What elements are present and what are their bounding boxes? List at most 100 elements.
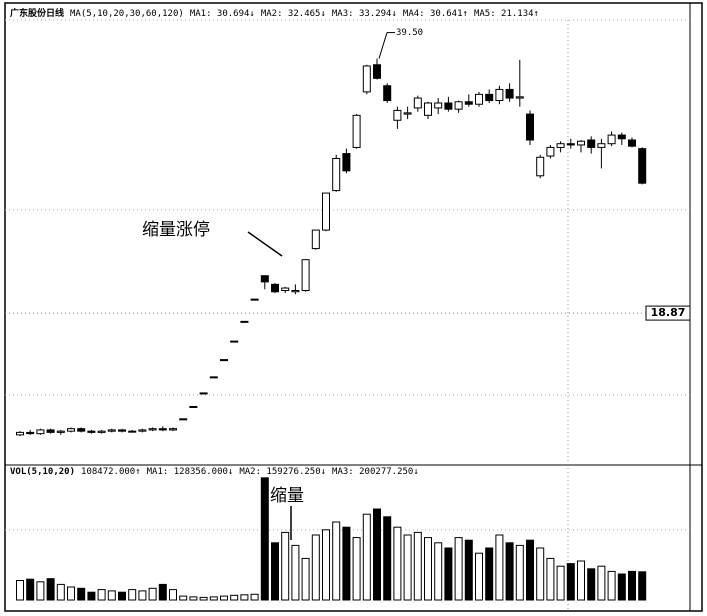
volume-bar <box>179 595 188 601</box>
candle-body <box>118 429 126 432</box>
volume-bar <box>566 563 575 601</box>
volume-bar <box>628 570 636 601</box>
candle-body <box>577 140 585 146</box>
volume-bar <box>403 534 412 601</box>
header-indicator: MA1: 128356.000↓ <box>147 467 234 477</box>
candle-body <box>301 259 310 292</box>
candle-body <box>240 320 249 323</box>
candle-body <box>281 287 290 292</box>
header-title: VOL(5,10,20) <box>10 467 75 477</box>
candle-body <box>169 428 177 431</box>
header-indicator: MA2: 32.465↓ <box>261 9 326 19</box>
volume-bar <box>281 531 290 601</box>
candle-body <box>220 359 228 362</box>
volume-bar <box>118 591 126 601</box>
volume-bar <box>209 596 218 601</box>
candle-body <box>230 340 239 343</box>
header-indicator: MA3: 200277.250↓ <box>332 467 419 477</box>
candle-body <box>536 156 545 177</box>
candle-body <box>209 376 218 379</box>
volume-bar <box>413 531 422 601</box>
volume-bar <box>362 513 371 601</box>
candle-body <box>311 229 320 250</box>
candle-body <box>342 153 351 172</box>
volume-bar <box>67 586 75 601</box>
candle-body <box>128 430 137 433</box>
header-indicator: MA1: 30.694↓ <box>190 9 255 19</box>
candle-body <box>454 101 463 110</box>
volume-bar <box>271 542 279 601</box>
annotation-pointer <box>247 231 283 257</box>
candle-body <box>362 65 371 93</box>
volume-bar <box>107 590 116 601</box>
volume-bar <box>617 573 626 601</box>
volume-bar <box>199 596 208 601</box>
volume-bar <box>46 578 55 601</box>
volume-bar <box>638 571 647 601</box>
volume-bar <box>475 552 483 601</box>
candle-body <box>505 88 514 99</box>
candle-body <box>36 429 45 435</box>
candle-body <box>485 93 494 102</box>
candle-body <box>628 139 636 147</box>
candle-body <box>16 431 24 436</box>
header-indicator: MA4: 30.641↑ <box>403 9 468 19</box>
candle-body <box>383 85 392 102</box>
candle-body <box>393 109 402 121</box>
price-tag: 18.87 <box>651 306 686 319</box>
volume-bar <box>87 591 96 601</box>
candle-body <box>291 290 300 293</box>
candle-body <box>546 146 555 157</box>
candle-body <box>148 428 157 431</box>
volume-bar <box>546 557 555 601</box>
volume-bar <box>444 547 453 601</box>
candle-body <box>413 97 422 109</box>
candle-body <box>444 102 453 110</box>
volume-bar <box>352 537 361 601</box>
volume-bar <box>577 560 585 601</box>
volume-bar <box>26 578 35 601</box>
candle-body <box>526 113 534 141</box>
price-tag-box <box>645 305 691 321</box>
candle-body <box>597 143 606 148</box>
panel-header: 广东股份日线 MA(5,10,20,30,60,120) MA1: 30.694↓ M… <box>10 7 539 19</box>
volume-bar <box>311 534 320 601</box>
volume-bar <box>148 587 157 601</box>
candle-body <box>373 64 381 79</box>
volume-bar <box>454 537 463 601</box>
volume-bar <box>240 594 249 601</box>
candle-body <box>26 431 35 435</box>
candle-body <box>97 430 106 433</box>
volume-bar <box>332 521 341 601</box>
header-indicator: MA2: 159276.250↓ <box>239 467 326 477</box>
candle-body <box>87 430 96 433</box>
high-pointer <box>378 32 388 59</box>
candle-body <box>607 134 616 145</box>
candle-body <box>199 392 208 395</box>
candle-body <box>158 428 167 431</box>
candle-body <box>138 429 147 432</box>
candle-body <box>189 405 198 408</box>
volume-bar <box>424 537 432 601</box>
header-indicator: MA3: 33.294↓ <box>332 9 397 19</box>
volume-bar <box>464 539 473 601</box>
volume-bar <box>485 547 494 601</box>
header-indicator: MA5: 21.134↑ <box>474 9 539 19</box>
candle-body <box>434 102 443 109</box>
candle-body <box>515 96 524 99</box>
high-label: 39.50 <box>396 28 423 38</box>
candle-body <box>587 139 596 148</box>
volume-bar <box>301 557 310 601</box>
candle-body <box>67 428 75 432</box>
volume-bar <box>158 583 167 601</box>
volume-bar <box>250 593 259 601</box>
candle-body <box>495 88 504 102</box>
candle-body <box>179 418 188 421</box>
header-indicator: 108472.000↑ <box>81 467 141 477</box>
volume-bar <box>138 590 147 601</box>
volume-bar <box>556 565 565 601</box>
candle-body <box>322 192 330 231</box>
annotation: 缩量涨停 <box>142 220 210 240</box>
